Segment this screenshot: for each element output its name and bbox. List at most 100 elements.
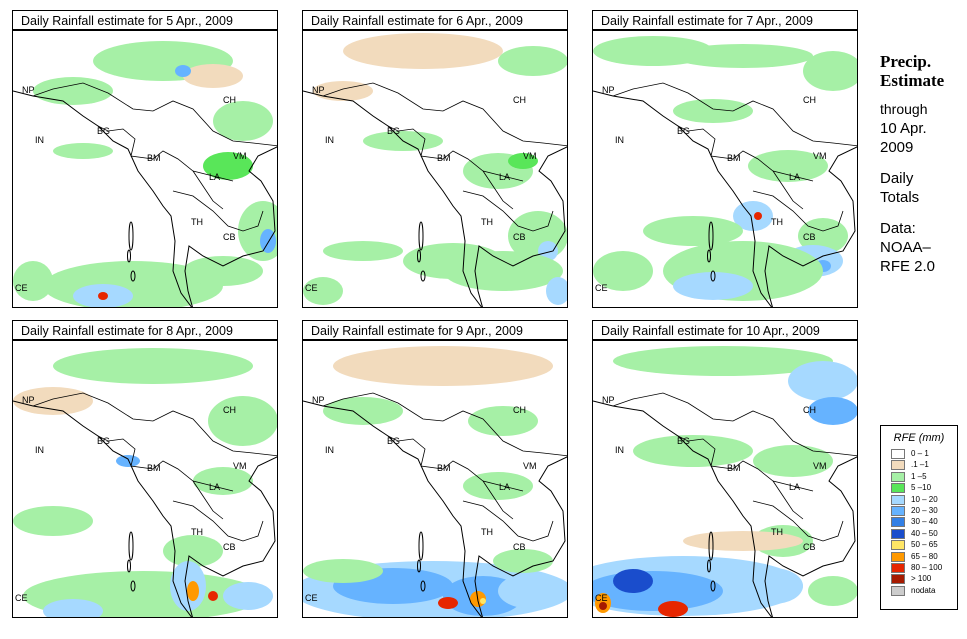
legend-swatch (891, 562, 905, 573)
rainfall-area (683, 531, 803, 551)
panel-title: Daily Rainfall estimate for 9 Apr., 2009 (302, 320, 568, 340)
rainfall-area (116, 455, 140, 467)
legend-swatch (891, 585, 905, 596)
island-outline (710, 270, 716, 282)
country-border (752, 190, 844, 232)
country-border (387, 125, 524, 182)
country-border (322, 392, 567, 457)
rainfall-area (733, 201, 773, 231)
country-label-bm: BM (437, 463, 451, 473)
island-outline (707, 559, 711, 573)
rainfall-area (599, 602, 607, 610)
country-label-vm: VM (523, 461, 537, 471)
country-label-bm: BM (147, 463, 161, 473)
country-label-in: IN (35, 135, 44, 145)
rainfall-map-panel: Daily Rainfall estimate for 9 Apr., 2009… (302, 320, 568, 618)
legend-swatch (891, 471, 905, 482)
rainfall-area (193, 467, 253, 495)
rainfall-area (208, 591, 218, 601)
rainfall-area (498, 46, 567, 76)
panel-title: Daily Rainfall estimate for 5 Apr., 2009 (12, 10, 278, 30)
legend-swatch (891, 574, 905, 585)
rainfall-area (33, 77, 113, 105)
country-label-bm: BM (727, 463, 741, 473)
coastline (184, 456, 277, 617)
island-outline (710, 580, 716, 592)
coastline (764, 456, 857, 617)
country-label-la: LA (789, 172, 801, 182)
country-label-cb: CB (513, 232, 526, 242)
map-graphic (303, 346, 567, 617)
rainfall-area (183, 64, 243, 88)
country-label-cb: CB (223, 542, 236, 552)
rainfall-legend: RFE (mm) 0 – 1 .1 –1 1 –5 5 –10 10 – 20 20 – … (880, 425, 958, 610)
legend-row: 50 – 65 (881, 539, 957, 551)
coastline (593, 90, 773, 307)
country-label-np: NP (312, 85, 325, 95)
country-label-ch: CH (223, 95, 236, 105)
country-label-np: NP (22, 395, 35, 405)
legend-swatch (891, 449, 905, 459)
rainfall-area (13, 506, 93, 536)
country-border (192, 170, 224, 210)
rainfall-map-panel: Daily Rainfall estimate for 7 Apr., 2009… (592, 10, 858, 308)
island-outline (418, 221, 424, 251)
country-label-bg: BG (97, 126, 111, 136)
country-label-bm: BM (437, 153, 451, 163)
island-outline (417, 559, 421, 573)
country-border (387, 435, 524, 492)
rainfall-area (203, 152, 253, 180)
island-outline (127, 559, 131, 573)
legend-row: > 100 (881, 573, 957, 585)
data-source-line1: Data: (880, 220, 916, 237)
country-label-bg: BG (387, 436, 401, 446)
country-label-cb: CB (803, 232, 816, 242)
rainfall-area (323, 241, 403, 261)
coastline (593, 400, 773, 617)
legend-row: 20 – 30 (881, 505, 957, 516)
country-label-ce: CE (15, 283, 28, 293)
legend-swatch (891, 505, 905, 516)
rainfall-area (208, 396, 277, 446)
rainfall-area (788, 361, 857, 401)
country-border (322, 82, 567, 147)
country-label-ch: CH (223, 405, 236, 415)
rainfall-area (673, 272, 753, 300)
data-source-line3: RFE 2.0 (880, 258, 936, 275)
rainfall-area (13, 387, 93, 415)
map-graphic (593, 346, 857, 617)
rainfall-map-panel: Daily Rainfall estimate for 5 Apr., 2009… (12, 10, 278, 308)
rainfall-area (673, 99, 753, 123)
country-label-vm: VM (813, 461, 827, 471)
country-border (612, 392, 857, 457)
island-outline (420, 270, 426, 282)
totals-line1: Daily (880, 170, 914, 187)
legend-label: 10 – 20 (911, 494, 938, 504)
rainfall-area (593, 251, 653, 291)
legend-swatch (891, 483, 905, 494)
rainfall-map: NP CH IN BG BM VM LA TH CB CE (12, 340, 278, 618)
legend-label: 40 – 50 (911, 528, 938, 538)
rainfall-area (53, 143, 113, 159)
country-label-th: TH (481, 217, 493, 227)
country-border (612, 82, 857, 147)
island-outline (128, 221, 134, 251)
country-label-ce: CE (595, 283, 608, 293)
rainfall-map: NP CH IN BG BM VM LA TH CB CE (592, 340, 858, 618)
rainfall-area (175, 65, 191, 77)
country-label-vm: VM (233, 461, 247, 471)
country-label-ce: CE (305, 283, 318, 293)
map-graphic (13, 41, 277, 307)
rainfall-map-panel: Daily Rainfall estimate for 8 Apr., 2009… (12, 320, 278, 618)
legend-label: 0 – 1 (911, 449, 929, 458)
rainfall-area (463, 472, 533, 500)
country-label-vm: VM (233, 151, 247, 161)
country-border (462, 190, 554, 232)
country-border (677, 125, 814, 182)
rainfall-area (213, 101, 273, 141)
country-label-ch: CH (803, 95, 816, 105)
country-label-la: LA (209, 482, 221, 492)
country-label-cb: CB (803, 542, 816, 552)
country-border (97, 435, 234, 492)
data-source-line2: NOAA– (880, 239, 931, 256)
